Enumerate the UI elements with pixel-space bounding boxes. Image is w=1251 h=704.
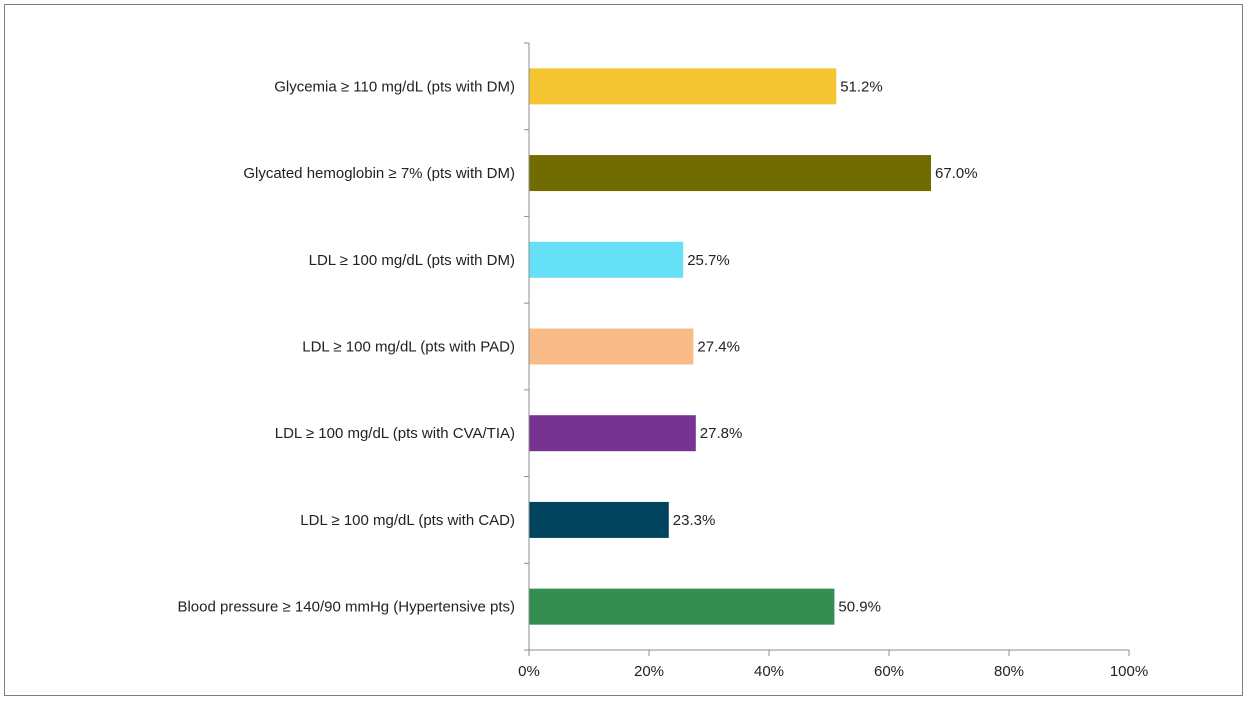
x-tick-label: 0% [518,663,540,680]
category-label: LDL ≥ 100 mg/dL (pts with CAD) [300,512,515,529]
y-axis-ticks [524,42,529,651]
category-label: Glycemia ≥ 110 mg/dL (pts with DM) [274,78,515,95]
x-tick-label: 60% [874,663,904,680]
value-labels: 51.2% 67.0% 25.7% 27.4% 27.8% 23.3% 50.9% [673,78,978,615]
x-tick-label: 100% [1110,663,1148,680]
data-label: 27.8% [700,425,743,442]
x-tick-label: 20% [634,663,664,680]
bar [529,415,696,452]
category-labels: Glycemia ≥ 110 mg/dL (pts with DM) Glycat… [177,78,515,615]
chart-frame: Glycemia ≥ 110 mg/dL (pts with DM) Glycat… [4,4,1243,696]
x-axis-ticks: 0% 20% 40% 60% 80% 100% [518,650,1148,680]
bar [529,501,669,538]
data-label: 25.7% [687,252,730,269]
axes [528,43,1129,651]
category-label: LDL ≥ 100 mg/dL (pts with PAD) [302,339,515,356]
data-label: 50.9% [838,599,881,616]
bar [529,588,835,625]
bar [529,155,931,192]
bars [529,68,931,625]
data-label: 27.4% [697,339,740,356]
bar [529,68,837,105]
category-label: LDL ≥ 100 mg/dL (pts with CVA/TIA) [275,425,515,442]
data-label: 23.3% [673,512,716,529]
bar-chart: Glycemia ≥ 110 mg/dL (pts with DM) Glycat… [177,42,1148,680]
category-label: Blood pressure ≥ 140/90 mmHg (Hypertensi… [177,599,515,616]
category-label: Glycated hemoglobin ≥ 7% (pts with DM) [243,165,515,182]
x-tick-label: 40% [754,663,784,680]
bar [529,328,694,365]
data-label: 51.2% [840,78,883,95]
x-tick-label: 80% [994,663,1024,680]
category-label: LDL ≥ 100 mg/dL (pts with DM) [309,252,515,269]
bar [529,241,684,278]
data-label: 67.0% [935,165,978,182]
